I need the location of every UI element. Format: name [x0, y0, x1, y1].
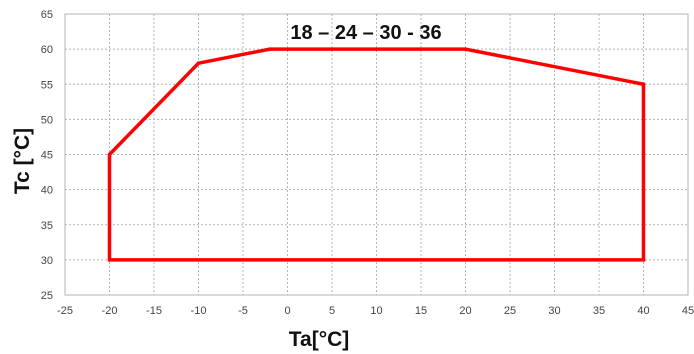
y-tick-label: 35 — [41, 220, 53, 232]
y-tick-label: 25 — [41, 290, 53, 302]
data-point — [641, 258, 646, 262]
x-tick-label: 15 — [415, 305, 427, 317]
y-tick-label: 30 — [41, 255, 53, 267]
y-axis-title: Tc [°C] — [11, 128, 34, 194]
chart-title: 18 – 24 – 30 - 36 — [290, 22, 441, 44]
x-axis-title: Ta[°C] — [289, 328, 350, 351]
x-tick-label: -15 — [146, 305, 162, 317]
data-point — [107, 152, 112, 157]
data-point — [267, 47, 272, 51]
x-tick-label: 5 — [329, 305, 335, 317]
x-tick-label: 10 — [370, 305, 382, 317]
y-tick-label: 40 — [41, 185, 53, 197]
x-tick-label: 35 — [593, 305, 605, 317]
plot-area-border — [64, 13, 689, 296]
y-tick-label: 45 — [41, 150, 53, 162]
x-tick-label: -25 — [57, 305, 73, 317]
series-line — [107, 47, 646, 262]
data-point — [463, 47, 468, 51]
x-tick-label: -20 — [102, 305, 118, 317]
series-group — [107, 47, 646, 262]
x-tick-label: -10 — [191, 305, 207, 317]
data-point — [196, 61, 201, 65]
y-tick-label: 60 — [41, 44, 53, 56]
data-point — [641, 82, 646, 86]
y-axis-tick-labels: 25 30 35 40 45 50 55 60 65 — [41, 9, 53, 302]
data-point — [107, 258, 112, 262]
x-tick-label: 45 — [682, 305, 694, 317]
grid-lines — [64, 13, 689, 296]
y-tick-label: 50 — [41, 114, 53, 126]
y-tick-label: 65 — [41, 9, 53, 21]
x-tick-label: 30 — [548, 305, 560, 317]
x-tick-label: 40 — [637, 305, 649, 317]
x-tick-label: -5 — [238, 305, 248, 317]
x-tick-label: 25 — [504, 305, 516, 317]
y-tick-label: 55 — [41, 79, 53, 91]
x-tick-label: 0 — [284, 305, 290, 317]
x-tick-label: 20 — [459, 305, 471, 317]
x-axis-tick-labels: -25 -20 -15 -10 -5 0 5 10 15 20 25 30 35 40 45 — [57, 305, 694, 317]
